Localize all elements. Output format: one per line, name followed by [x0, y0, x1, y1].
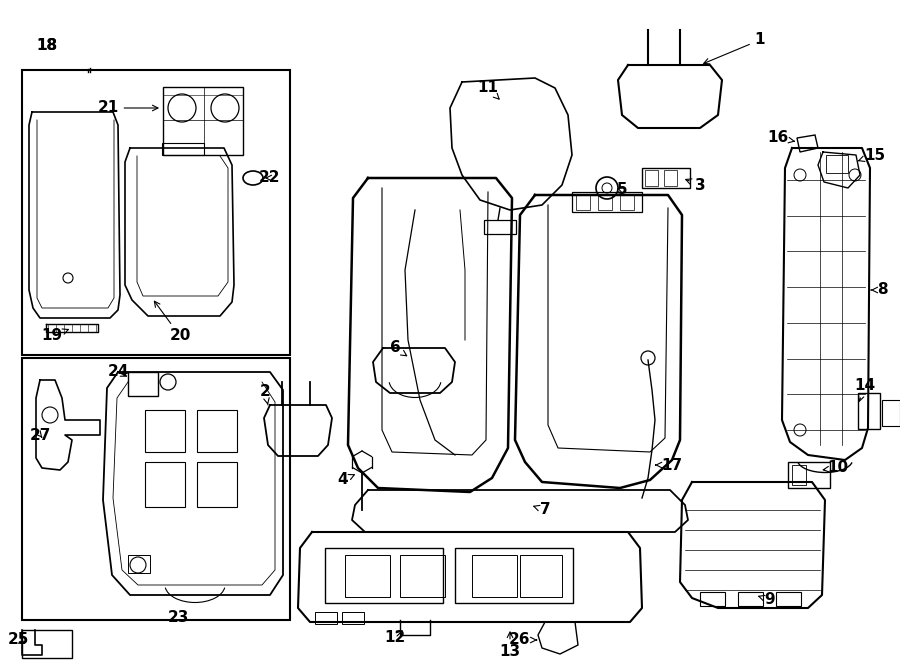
Text: 27: 27 — [30, 428, 50, 442]
Text: 22: 22 — [259, 171, 281, 186]
Text: 2: 2 — [259, 385, 270, 405]
Bar — [342, 612, 364, 624]
Text: 3: 3 — [686, 178, 706, 192]
Text: 25: 25 — [7, 633, 29, 648]
Bar — [163, 87, 243, 155]
Bar — [145, 462, 185, 507]
Text: 9: 9 — [759, 592, 775, 607]
Bar — [345, 555, 390, 597]
Text: 19: 19 — [41, 329, 68, 344]
Text: 24: 24 — [107, 364, 129, 379]
Bar — [645, 170, 658, 186]
Bar — [22, 630, 72, 658]
Bar — [664, 170, 677, 186]
Bar — [197, 410, 237, 452]
Text: 6: 6 — [390, 340, 407, 356]
Text: 16: 16 — [768, 130, 795, 145]
Bar — [162, 143, 204, 155]
Bar — [520, 555, 562, 597]
Bar — [400, 555, 445, 597]
Text: 18: 18 — [36, 38, 58, 52]
Bar — [792, 465, 806, 485]
Bar — [455, 548, 573, 603]
Bar — [145, 410, 185, 452]
Bar — [128, 372, 158, 396]
Text: 17: 17 — [656, 457, 682, 473]
Text: 18: 18 — [36, 38, 58, 52]
Bar — [598, 194, 612, 210]
Text: 12: 12 — [384, 631, 406, 646]
Bar — [620, 194, 634, 210]
Bar — [826, 155, 848, 173]
Text: 11: 11 — [478, 81, 500, 99]
Text: 21: 21 — [97, 100, 158, 116]
Text: 26: 26 — [509, 633, 536, 648]
Bar — [572, 192, 642, 212]
Text: 20: 20 — [155, 301, 191, 344]
Text: 15: 15 — [859, 147, 886, 163]
Text: 5: 5 — [616, 182, 627, 198]
Bar — [315, 612, 337, 624]
Bar — [22, 70, 290, 355]
Text: 7: 7 — [534, 502, 550, 518]
Bar — [128, 555, 150, 573]
Bar — [642, 168, 690, 188]
Text: 8: 8 — [871, 282, 887, 297]
Text: 1: 1 — [704, 32, 765, 64]
Text: 14: 14 — [854, 377, 876, 401]
Bar — [700, 592, 725, 606]
Text: 13: 13 — [500, 632, 520, 660]
Bar — [776, 592, 801, 606]
Text: 10: 10 — [824, 461, 849, 475]
Bar — [22, 358, 290, 620]
Bar — [484, 220, 516, 234]
Bar — [882, 400, 900, 426]
Text: 4: 4 — [338, 473, 355, 488]
Bar — [197, 462, 237, 507]
Bar — [858, 393, 880, 429]
Bar — [788, 462, 830, 488]
Bar — [738, 592, 763, 606]
Text: 23: 23 — [167, 611, 189, 625]
Bar — [325, 548, 443, 603]
Bar — [472, 555, 517, 597]
Bar — [576, 194, 590, 210]
